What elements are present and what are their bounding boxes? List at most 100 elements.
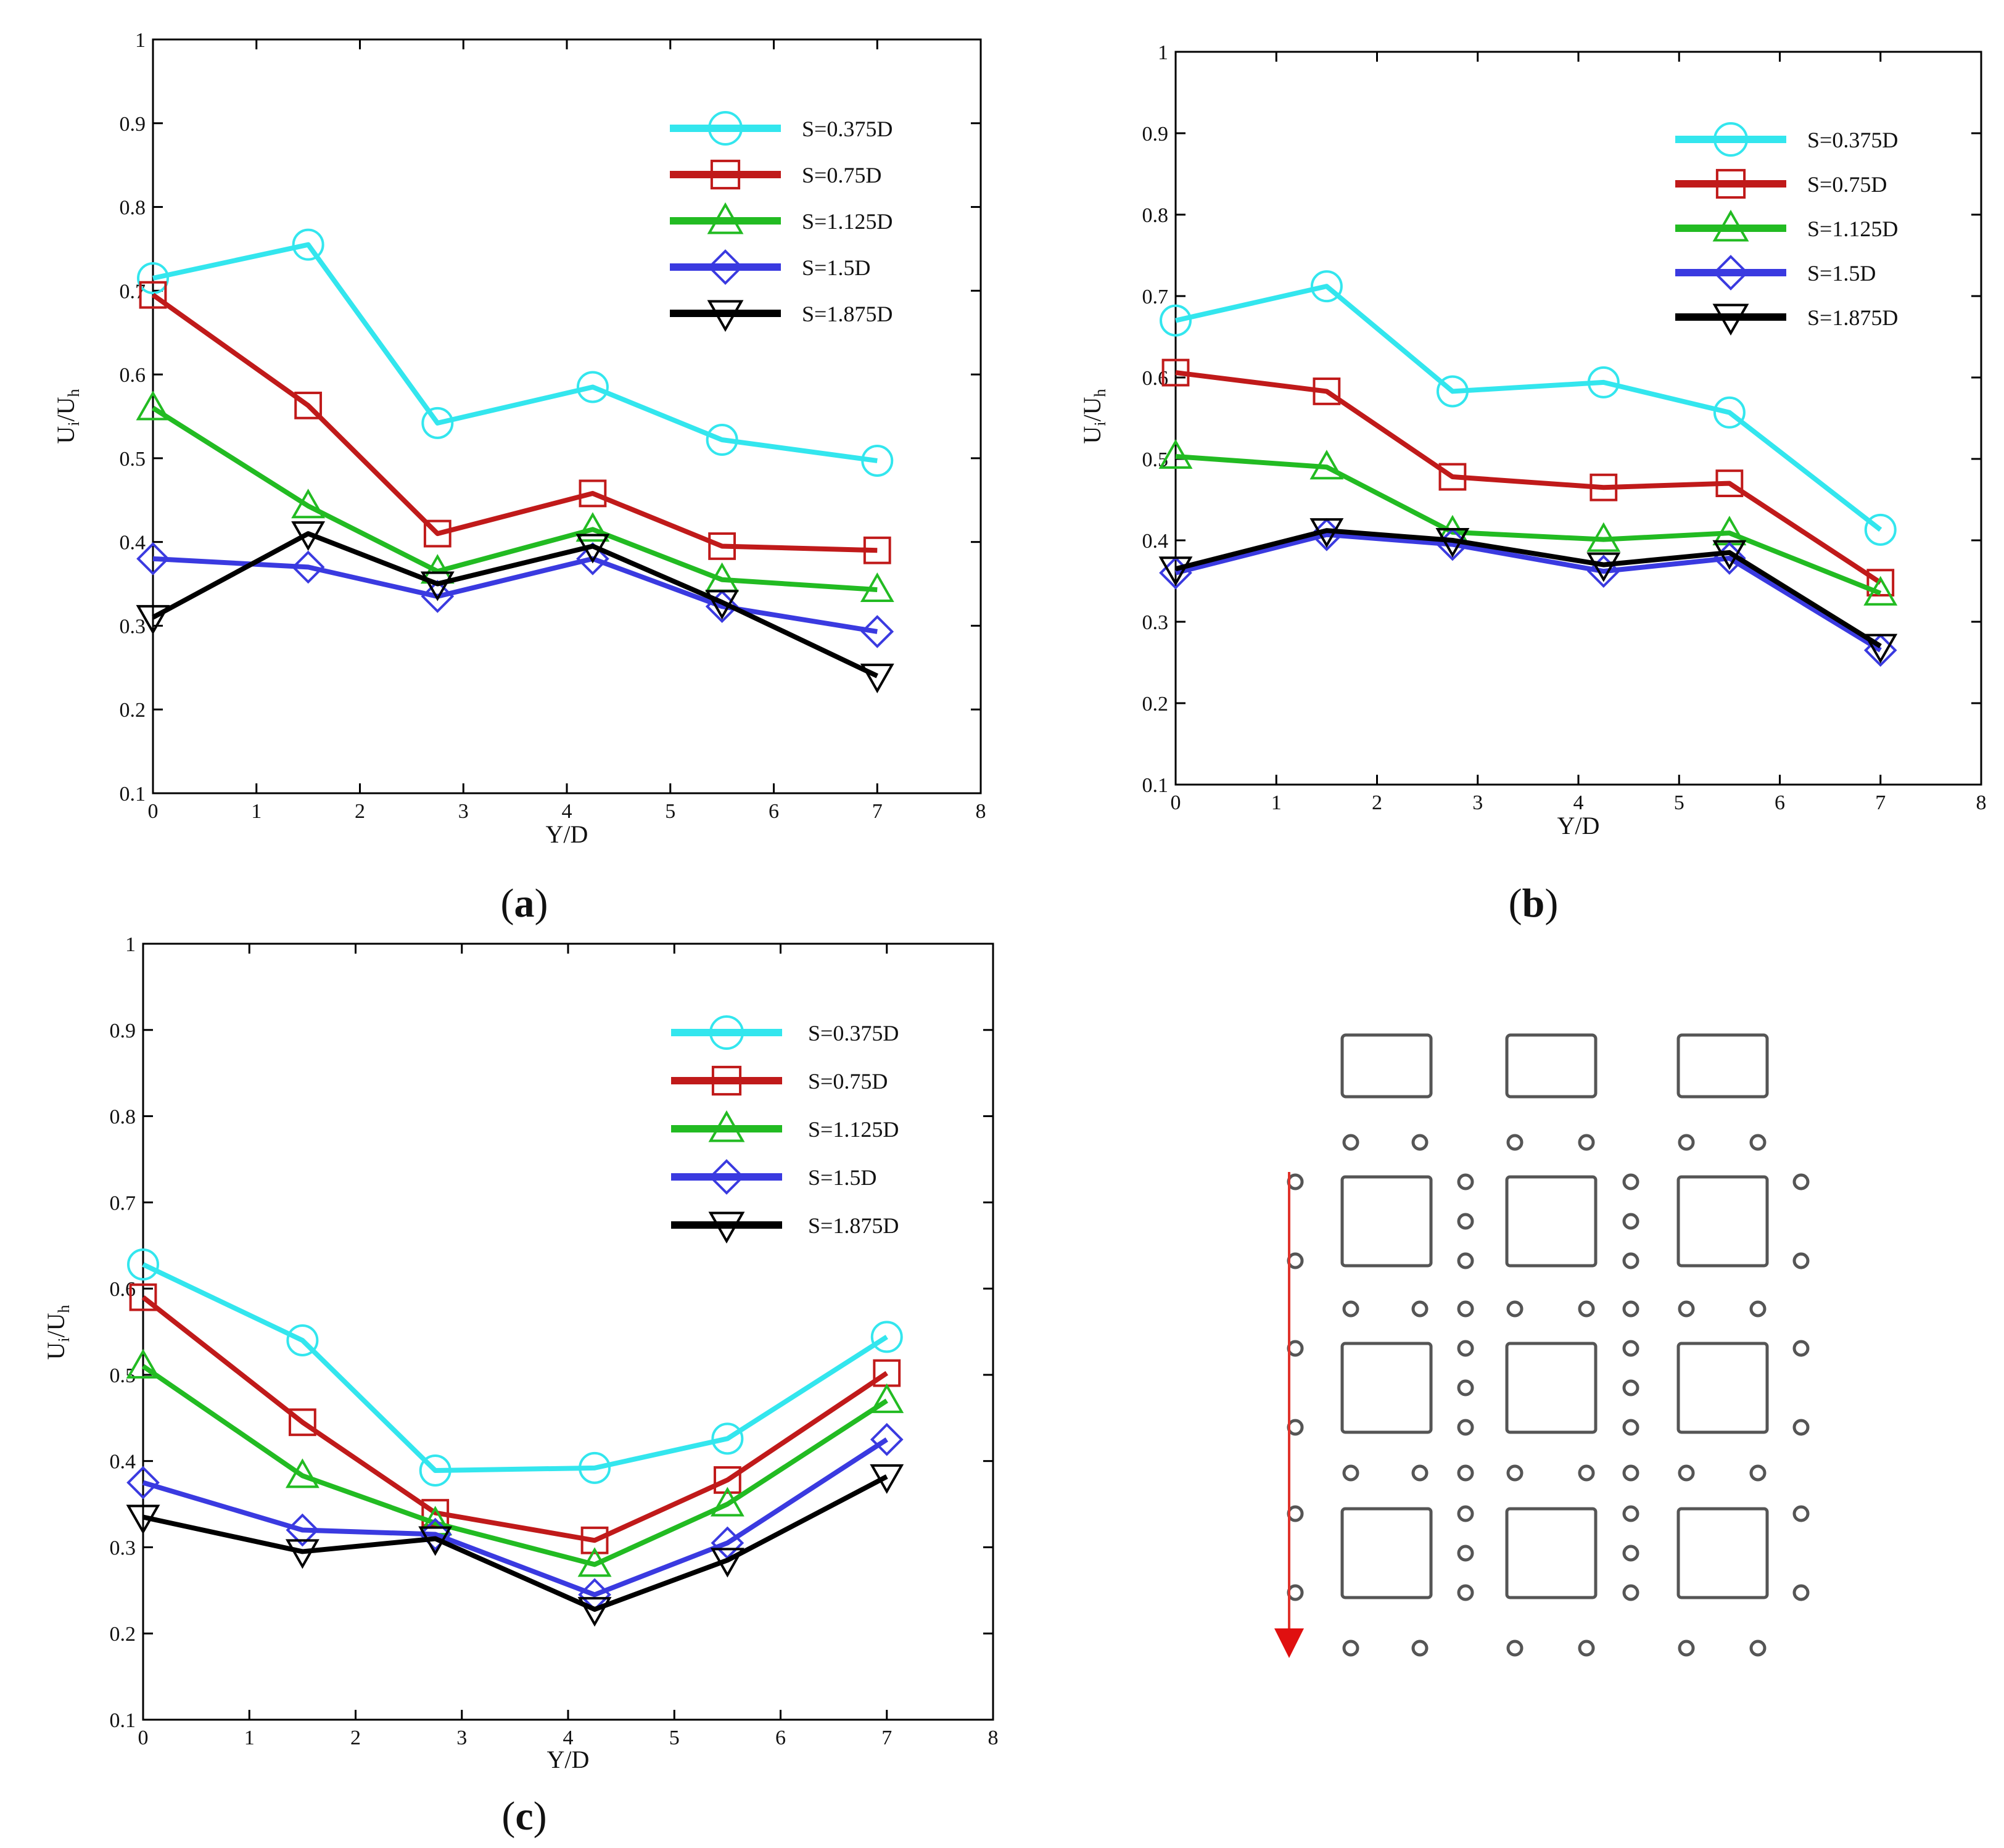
- tree-28: [1287, 1173, 1304, 1190]
- data-point-s3-p1: [286, 1513, 320, 1547]
- data-point-s4-p4: [1712, 540, 1747, 570]
- data-point-s4-p1: [1309, 518, 1344, 548]
- data-point-s3-p0: [126, 1466, 160, 1499]
- legend-label-4: S=1.875D: [1807, 305, 1898, 330]
- tree-41: [1457, 1379, 1474, 1396]
- legend-marker-4: [1712, 303, 1749, 336]
- x-tick-label: 6: [769, 800, 779, 823]
- data-point-s3-p3: [576, 542, 609, 575]
- legend-b: S=0.375D S=0.75D S=1.125D S=1.5D S=1.875D: [1675, 122, 1898, 336]
- tree-39: [1287, 1419, 1304, 1436]
- axis-ticks-b: 0 1 2 3 4 5 6 7 80.10.20.30.40.50.60.70.80.91: [1142, 41, 1987, 814]
- y-tick-label: 0.9: [120, 113, 146, 136]
- tree-2: [1506, 1134, 1524, 1151]
- series-line-3: [152, 556, 878, 634]
- data-point-s2-p0: [126, 1348, 160, 1379]
- data-point-s4-p0: [1158, 556, 1193, 587]
- tree-26: [1457, 1464, 1474, 1482]
- tree-37: [1792, 1252, 1810, 1269]
- x-tick-label: 0: [138, 1726, 149, 1749]
- tree-55: [1622, 1584, 1639, 1601]
- series-line-1: [1175, 370, 1882, 585]
- tree-54: [1622, 1545, 1639, 1562]
- tree-12: [1342, 1464, 1359, 1482]
- data-point-s4-p0: [136, 604, 170, 635]
- series-line-2: [151, 406, 878, 593]
- series-line-0: [1175, 284, 1882, 532]
- tree-30: [1457, 1173, 1474, 1190]
- series-line-4: [1175, 528, 1882, 648]
- data-point-s4-p3: [1586, 552, 1621, 582]
- data-point-s2-p1: [291, 489, 326, 519]
- data-point-s1-p0: [139, 281, 167, 309]
- tree-35: [1622, 1252, 1639, 1269]
- chart-panel-c: 0 1 2 3 4 5 6 7 8 0.1 0.2 0.3 0.4 0.5 0.6 0.7 0.8 0.9 1 Y/…: [42, 933, 999, 1773]
- y-tick-label: 0.7: [120, 280, 146, 303]
- x-tick-label: 8: [1976, 791, 1987, 814]
- legend-label-0: S=0.375D: [808, 1021, 899, 1046]
- data-point-s0-p1: [286, 1324, 319, 1356]
- data-point-s0-p3: [579, 1451, 611, 1484]
- x-tick-label: 7: [872, 800, 883, 823]
- block-r2-c0: [1340, 1507, 1433, 1599]
- data-point-s1-p2: [1438, 463, 1467, 491]
- tree-53: [1622, 1505, 1639, 1522]
- y-tick-label: 0.2: [120, 699, 146, 722]
- tree-24: [1457, 1300, 1474, 1318]
- top-building-2: [1676, 1033, 1769, 1099]
- data-point-s2-p5: [870, 1383, 904, 1413]
- y-tick-label: 0.2: [1142, 693, 1169, 716]
- tree-13: [1411, 1464, 1429, 1482]
- legend-marker-3: [707, 249, 743, 285]
- legend-label-1: S=0.75D: [808, 1069, 888, 1094]
- legend-a: S=0.375D S=0.75D S=1.125D S=1.5D S=1.875D: [670, 111, 893, 332]
- data-point-s1-p4: [713, 1466, 741, 1494]
- series-line-4: [142, 1474, 888, 1612]
- data-point-s0-p3: [576, 371, 609, 403]
- x-tick-label: 2: [1372, 791, 1382, 814]
- tree-56: [1792, 1505, 1810, 1522]
- legend-marker-0: [709, 1015, 744, 1050]
- tree-1: [1411, 1134, 1429, 1151]
- data-point-s1-p0: [1161, 358, 1190, 387]
- legend-marker-2: [707, 202, 744, 234]
- series-line-0: [152, 242, 878, 463]
- legend-label-3: S=1.5D: [808, 1165, 876, 1190]
- plot-frame-a: [152, 38, 982, 794]
- tree-36: [1792, 1173, 1810, 1190]
- data-point-s2-p1: [285, 1458, 320, 1488]
- axis-ticks-c: 0 1 2 3 4 5 6 7 8 0.1 0.2 0.3 0.4 0.5 0.6 0.7 0.8 0.9 1: [110, 933, 999, 1749]
- data-point-s0-p1: [292, 228, 324, 261]
- data-point-s4-p1: [285, 1539, 320, 1569]
- tree-9: [1578, 1300, 1595, 1318]
- tree-4: [1678, 1134, 1695, 1151]
- legend-label-0: S=0.375D: [802, 117, 893, 141]
- data-point-s1-p1: [288, 1408, 316, 1437]
- tree-3: [1578, 1134, 1595, 1151]
- plot-frame-b: [1174, 51, 1982, 786]
- data-point-s1-p5: [863, 536, 891, 564]
- data-point-s0-p5: [861, 444, 894, 477]
- series-line-2: [141, 1364, 888, 1567]
- y-tick-label: 1: [135, 29, 146, 52]
- x-axis-label-c: Y/D: [547, 1746, 590, 1773]
- data-point-s4-p4: [705, 590, 740, 620]
- block-r0-c2: [1676, 1175, 1769, 1268]
- x-tick-label: 5: [1674, 791, 1684, 814]
- tree-6: [1342, 1300, 1359, 1318]
- data-point-s3-p5: [860, 615, 894, 648]
- y-tick-label: 0.6: [120, 364, 146, 387]
- data-point-s4-p2: [418, 1526, 453, 1556]
- data-point-s0-p4: [1713, 396, 1746, 429]
- legend-label-1: S=0.75D: [802, 163, 881, 188]
- data-point-s4-p5: [860, 663, 894, 693]
- data-point-s3-p3: [1586, 555, 1620, 588]
- x-tick-label: 5: [669, 1726, 680, 1749]
- data-point-s1-p5: [1866, 569, 1895, 597]
- data-point-s1-p3: [1590, 473, 1618, 501]
- tree-20: [1506, 1640, 1524, 1657]
- y-tick-label: 0.3: [1142, 611, 1169, 634]
- legend-c: S=0.375D S=0.75D S=1.125D S=1.5D S=1.875D: [671, 1015, 899, 1244]
- panel-caption-b: (b): [1509, 881, 1559, 926]
- x-tick-label: 8: [988, 1726, 999, 1749]
